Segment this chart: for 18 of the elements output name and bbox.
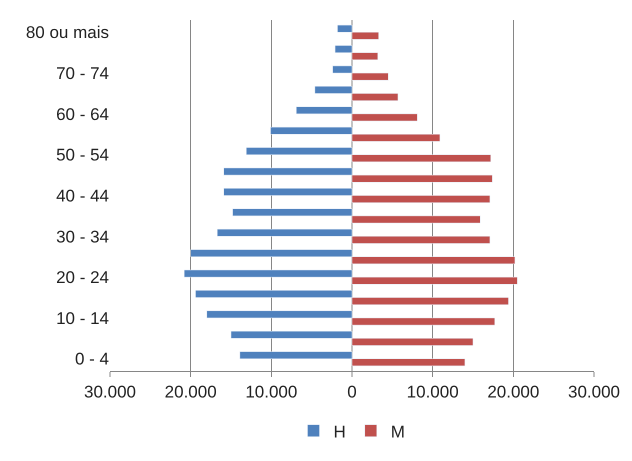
y-tick-label: 50 - 54 (56, 146, 109, 165)
x-tick-label: 30.000 (84, 382, 136, 402)
x-tick-label: 10.000 (406, 382, 459, 402)
x-tick-label: 30.000 (568, 382, 620, 402)
x-tick-label: 20.000 (164, 382, 217, 402)
y-tick-label: 70 - 74 (56, 64, 109, 84)
y-tick-label: 40 - 44 (56, 186, 109, 206)
y-tick-label: 60 - 64 (56, 104, 109, 124)
y-tick-label: 20 - 24 (56, 268, 109, 288)
legend-label: H (334, 422, 346, 442)
legend-label: M (390, 422, 405, 442)
y-tick-label: 0 - 4 (74, 350, 109, 369)
x-tick-label: 10.000 (245, 382, 298, 402)
x-tick-label: 0 (347, 382, 357, 402)
y-tick-label: 10 - 14 (56, 308, 109, 328)
x-tick-label: 20.000 (487, 382, 540, 402)
y-tick-label: 30 - 34 (56, 227, 109, 246)
y-tick-label: 80 ou mais (26, 23, 109, 42)
